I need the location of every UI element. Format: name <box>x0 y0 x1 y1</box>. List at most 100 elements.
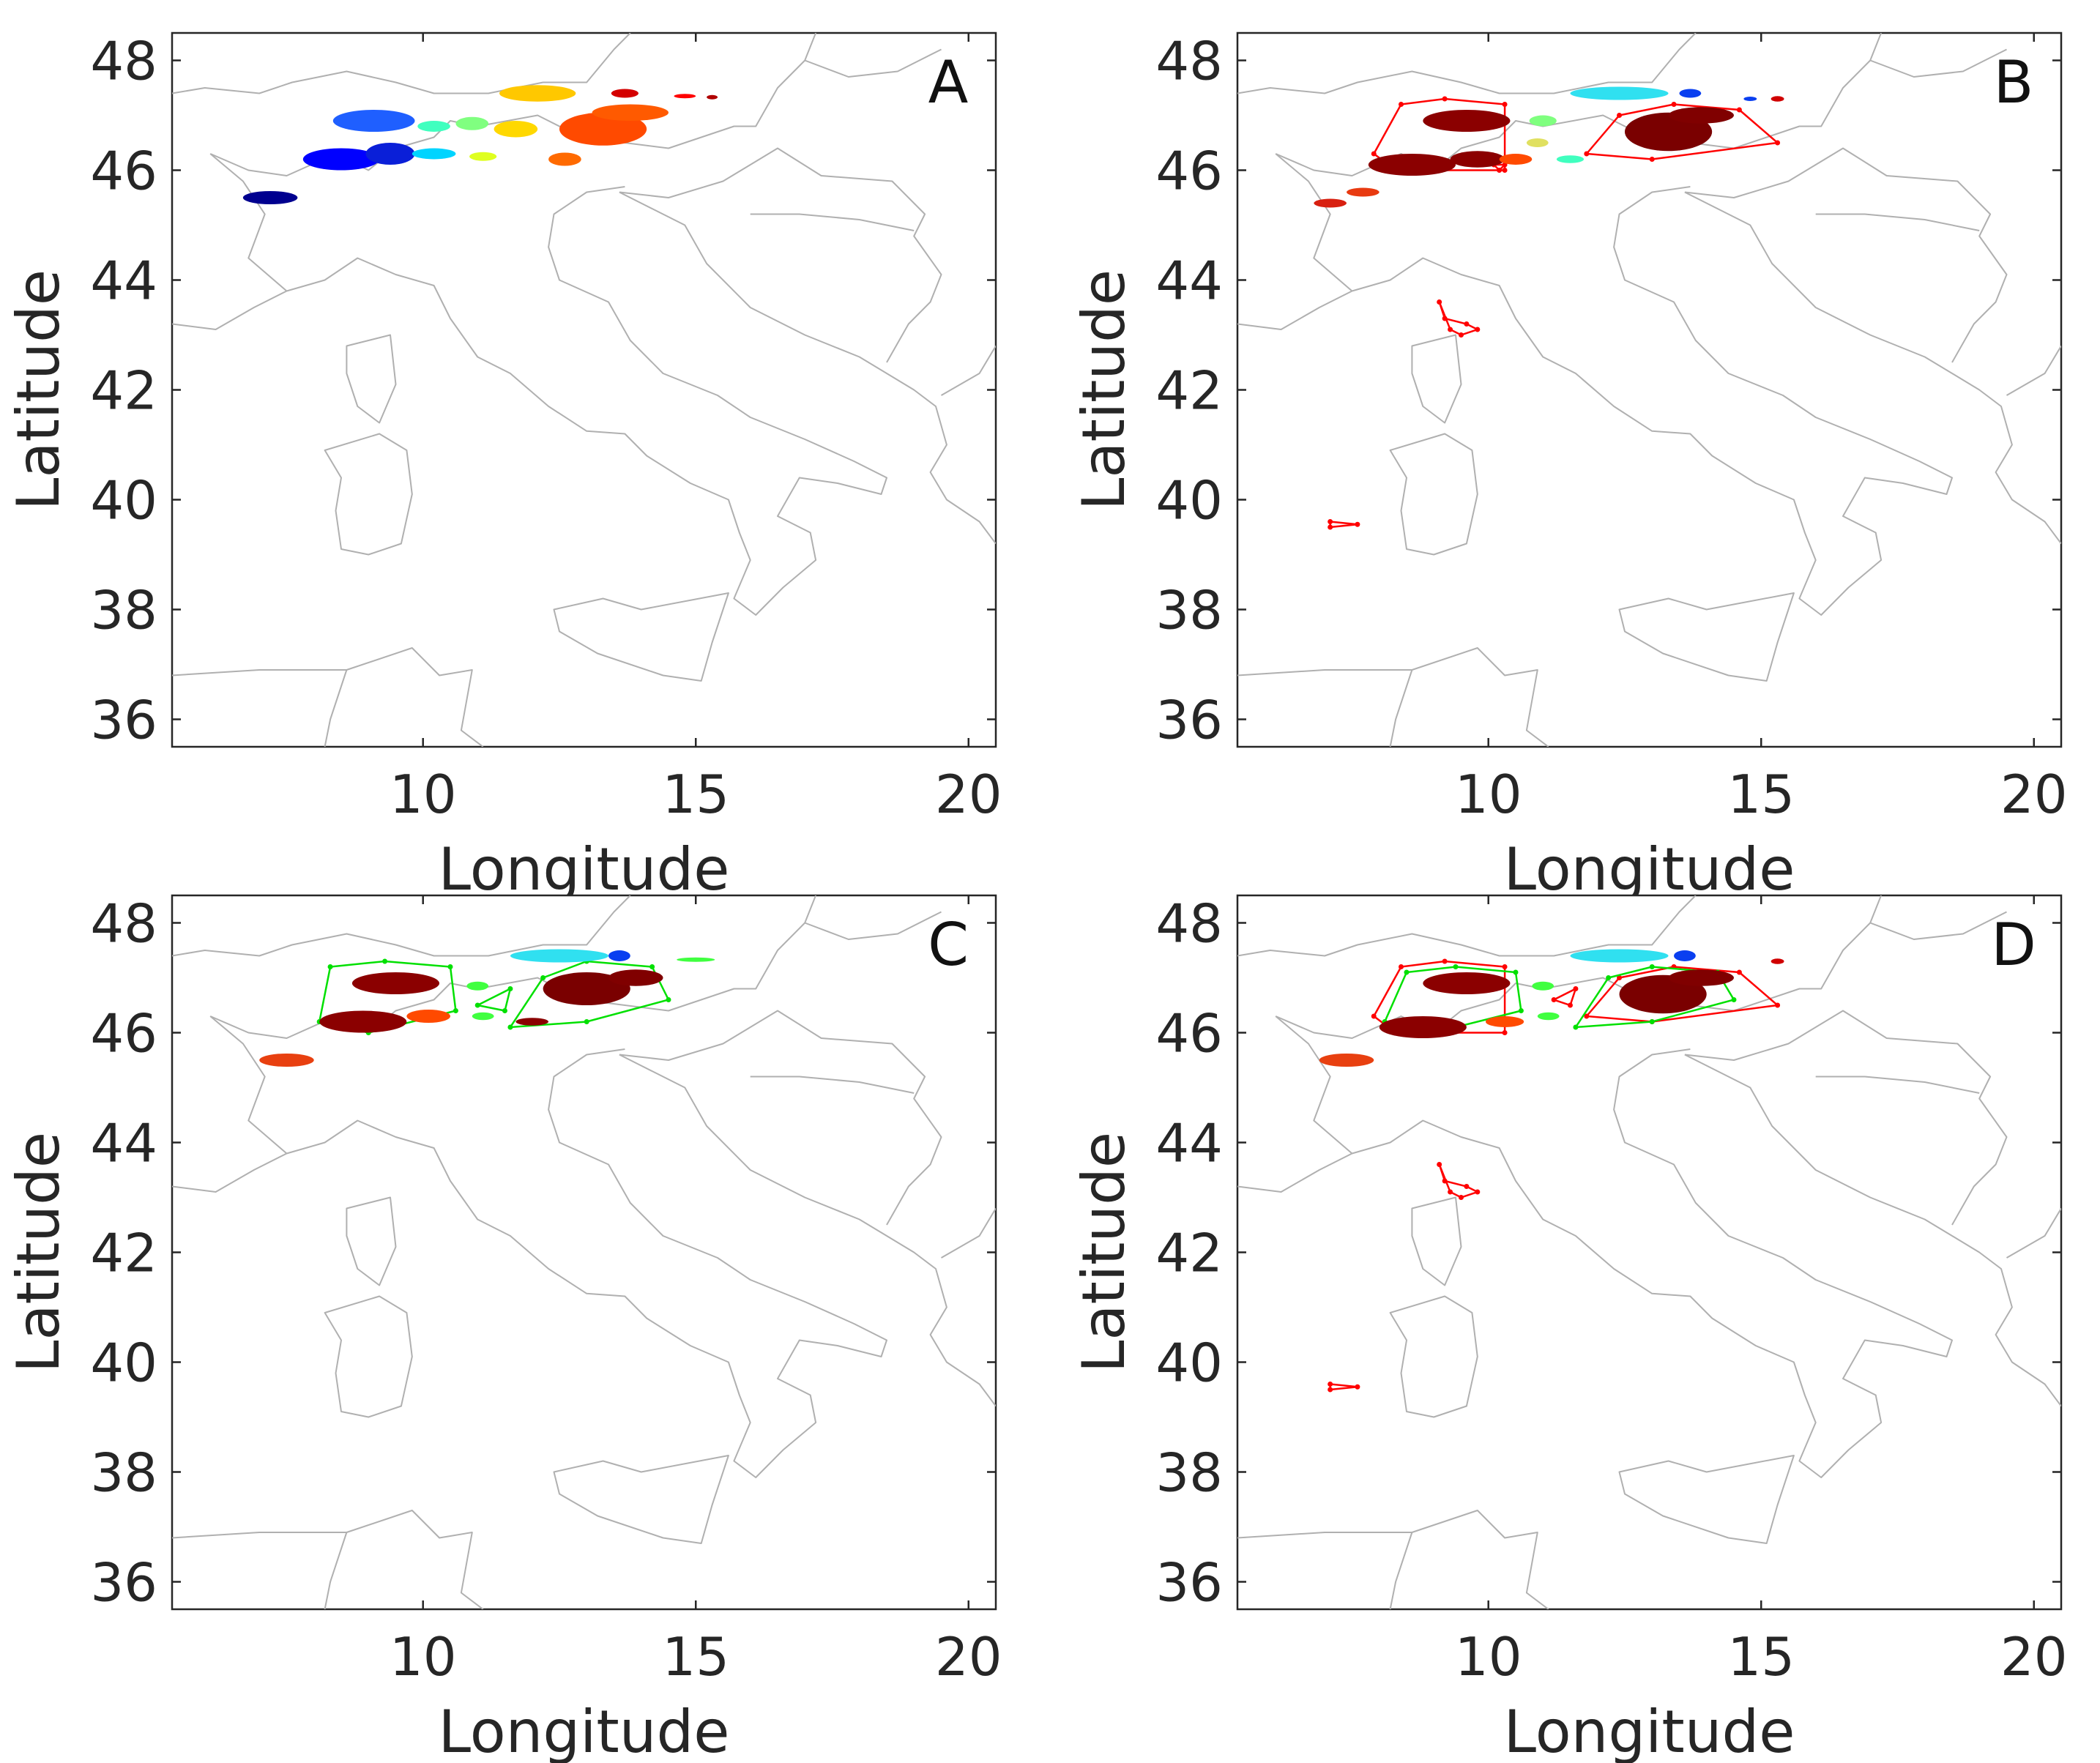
outline-vertex-5-4 <box>1458 1195 1464 1200</box>
cluster-region-15 <box>707 94 718 100</box>
x-tick-label: 10 <box>1455 764 1522 825</box>
outline-vertex-1-3 <box>649 964 655 969</box>
cluster-region-3 <box>332 110 415 132</box>
outline-vertex-6-1 <box>1355 1384 1360 1390</box>
outline-vertex-1-5 <box>1649 157 1655 162</box>
outline-vertex-1-1 <box>540 975 546 980</box>
outline-vertex-1-4 <box>1775 140 1781 146</box>
coastline-sicily <box>553 1455 729 1544</box>
outline-vertex-1-4 <box>1775 1002 1781 1008</box>
x-tick-label: 10 <box>1455 1626 1522 1688</box>
outline-vertex-1-0 <box>1584 151 1590 157</box>
coastline-italy-mainland <box>1352 186 1953 616</box>
y-tick-label: 48 <box>1155 893 1223 955</box>
coastline-sardinia <box>1389 1295 1478 1418</box>
cluster-region-10 <box>548 152 581 166</box>
cluster-region-4 <box>510 949 609 963</box>
outline-vertex-0-0 <box>1371 1013 1377 1019</box>
cluster-region-0 <box>1319 1054 1374 1067</box>
border-line-0 <box>1237 33 1697 94</box>
coastline-north-africa <box>172 647 484 747</box>
coastline-france-coast <box>172 290 287 330</box>
cluster-region-4 <box>1423 110 1511 132</box>
outline-vertex-4-2 <box>1497 168 1503 173</box>
outline-vertex-0-1 <box>1399 102 1404 107</box>
cluster-region-2 <box>1423 972 1511 994</box>
y-tick-label: 36 <box>1155 690 1223 751</box>
border-line-7 <box>324 669 348 747</box>
outline-vertex-2-1 <box>1404 969 1410 975</box>
map-panel-d: 10 15 20 36 38 40 42 44 46 48 Longitude Latitude D <box>1070 893 2068 1763</box>
y-tick-label: 38 <box>90 580 157 641</box>
cluster-region-9 <box>499 85 576 102</box>
border-line-0 <box>172 895 631 957</box>
outline-vertex-1-1 <box>1617 113 1623 118</box>
map-content <box>1237 895 2061 1609</box>
y-axis-label: Latitude <box>4 269 72 510</box>
x-tick-label: 15 <box>1727 764 1795 825</box>
outline-vertex-3-4 <box>1731 997 1737 1002</box>
cluster-region-0 <box>1314 198 1347 208</box>
cluster-region-12 <box>592 104 669 121</box>
cluster-region-3 <box>1485 1016 1524 1027</box>
outline-vertex-0-3 <box>447 964 453 969</box>
border-line-4 <box>750 1076 915 1094</box>
cluster-region-14 <box>1771 96 1784 102</box>
border-line-6 <box>804 48 942 78</box>
y-tick-label: 44 <box>1155 1113 1223 1174</box>
cluster-region-5 <box>608 950 630 961</box>
cluster-region-7 <box>469 152 497 161</box>
coastline-italy-mainland <box>286 1048 887 1478</box>
x-axis-label: Longitude <box>1504 835 1795 903</box>
cluster-region-5 <box>1674 950 1696 961</box>
y-tick-label: 36 <box>1155 1552 1223 1614</box>
x-tick-label: 10 <box>390 1626 457 1688</box>
cluster-region-10 <box>1679 89 1702 98</box>
cluster-region-11 <box>677 957 715 962</box>
panel-letter: B <box>1994 48 2034 116</box>
y-tick-label: 36 <box>90 690 157 751</box>
border-line-2 <box>1275 153 1353 292</box>
outline-vertex-0-3 <box>1502 102 1508 107</box>
x-tick-label: 20 <box>935 764 1002 825</box>
x-tick-label: 15 <box>662 764 729 825</box>
cluster-outline-6 <box>1329 1383 1358 1391</box>
border-line-5 <box>2006 345 2061 396</box>
cluster-region-5 <box>1499 154 1533 165</box>
outline-vertex-0-1 <box>327 964 333 969</box>
y-tick-label: 46 <box>90 1003 157 1065</box>
outline-vertex-1-5 <box>584 1019 589 1024</box>
cluster-outline-4 <box>1551 987 1578 1007</box>
border-line-4 <box>1815 213 1980 231</box>
outline-vertex-3-0 <box>1328 519 1333 524</box>
cluster-region-0 <box>242 191 298 204</box>
y-tick-label: 46 <box>1155 1003 1223 1065</box>
outline-vertex-3-5 <box>1649 1019 1655 1024</box>
outline-vertex-5-3 <box>1475 1189 1481 1195</box>
outline-vertex-1-3 <box>1736 969 1742 975</box>
outline-vertex-5-5 <box>1448 1189 1453 1195</box>
cluster-region-13 <box>1743 97 1757 101</box>
cluster-region-11 <box>559 112 647 146</box>
outline-vertex-2-2 <box>502 1008 507 1013</box>
coastline-balkan-coast <box>619 1054 996 1407</box>
outline-vertex-6-0 <box>1328 1382 1333 1387</box>
coastline-corsica <box>1411 334 1462 424</box>
coastline-sardinia <box>324 1295 413 1418</box>
coastline-balkan-coast <box>1684 1054 2061 1407</box>
coastline-france-coast <box>1237 290 1352 330</box>
cluster-region-6 <box>1526 138 1549 147</box>
outline-vertex-1-0 <box>1584 1013 1590 1019</box>
outline-vertex-2-3 <box>1513 969 1519 975</box>
border-line-3 <box>1684 147 2008 363</box>
coastline-balkan-coast <box>619 191 996 545</box>
cluster-region-9 <box>1532 981 1554 991</box>
border-line-3 <box>1684 1010 2008 1226</box>
outline-vertex-1-1 <box>1617 975 1623 980</box>
y-axis-label: Latitude <box>1070 269 1138 510</box>
y-tick-label: 40 <box>1155 1332 1223 1394</box>
outline-vertex-2-4 <box>1518 1008 1524 1013</box>
outline-vertex-0-2 <box>1442 96 1448 102</box>
cluster-region-8 <box>1537 1012 1560 1021</box>
cluster-region-3 <box>1450 151 1505 168</box>
